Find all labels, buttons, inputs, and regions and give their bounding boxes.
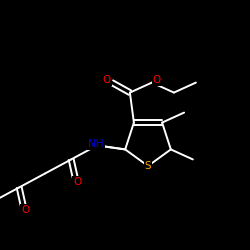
- Text: O: O: [73, 178, 81, 188]
- Text: O: O: [153, 74, 161, 85]
- Text: O: O: [21, 206, 29, 216]
- Text: O: O: [103, 74, 111, 85]
- Text: NH: NH: [88, 140, 104, 149]
- Text: S: S: [145, 161, 151, 171]
